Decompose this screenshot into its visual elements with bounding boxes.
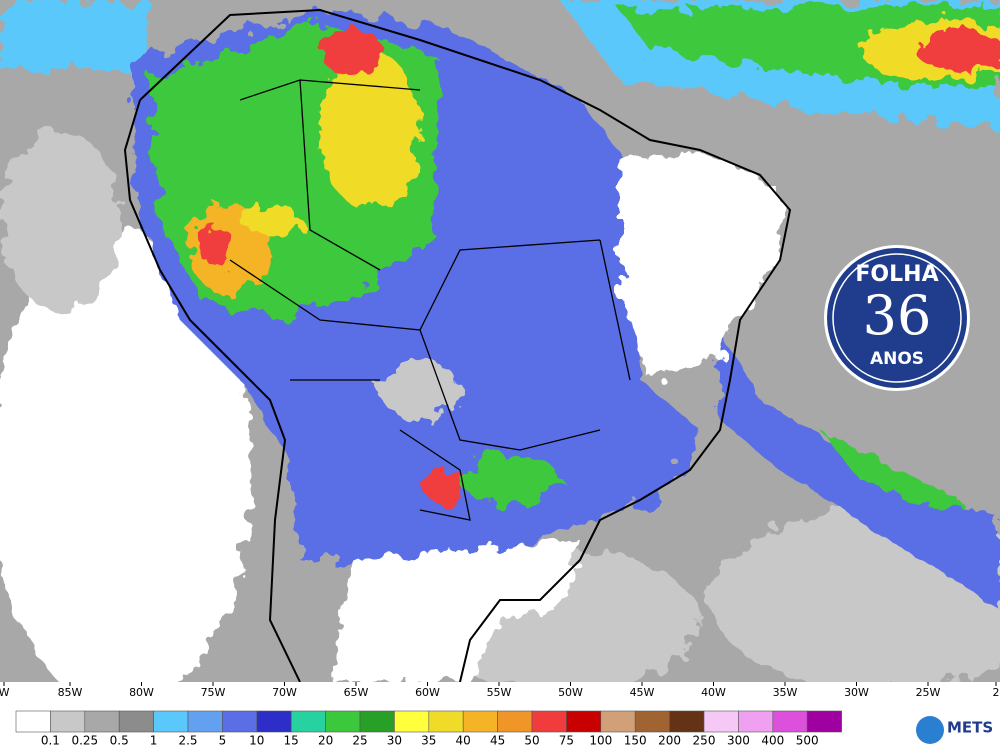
legend-swatch bbox=[634, 710, 670, 733]
legend-label: 10 bbox=[249, 734, 264, 748]
legend-swatch bbox=[600, 710, 636, 733]
legend-label: 15 bbox=[284, 734, 299, 748]
legend-label: 200 bbox=[658, 734, 681, 748]
logo-number: 36 bbox=[863, 284, 932, 347]
legend-swatch bbox=[84, 710, 120, 733]
legend-swatch bbox=[703, 710, 739, 733]
longitude-label: 45W bbox=[630, 686, 655, 699]
legend-label: 100 bbox=[589, 734, 612, 748]
legend-swatch bbox=[531, 710, 567, 733]
legend-swatch bbox=[566, 710, 602, 733]
longitude-label: 70W bbox=[272, 686, 297, 699]
legend-label: 30 bbox=[387, 734, 402, 748]
longitude-label: 40W bbox=[701, 686, 726, 699]
legend-swatch bbox=[222, 710, 258, 733]
legend-label: 150 bbox=[624, 734, 647, 748]
legend-label: 2.5 bbox=[178, 734, 197, 748]
longitude-label: 2 bbox=[993, 686, 1000, 699]
legend-swatch bbox=[669, 710, 705, 733]
legend-swatch bbox=[15, 710, 51, 733]
legend-label: 5 bbox=[219, 734, 227, 748]
longitude-label: 65W bbox=[344, 686, 369, 699]
legend-swatch bbox=[462, 710, 498, 733]
legend-swatch bbox=[325, 710, 361, 733]
logo-top: FOLHA bbox=[855, 262, 938, 287]
map-field bbox=[0, 0, 1000, 682]
legend-swatch bbox=[738, 710, 774, 733]
longitude-axis: W 85W 80W 75W 70W 65W 60W 55W 50W 45W 40W 35W 30W 25W… bbox=[0, 682, 1000, 699]
legend-label: 25 bbox=[352, 734, 367, 748]
legend-label: 50 bbox=[524, 734, 539, 748]
legend-label: 20 bbox=[318, 734, 333, 748]
longitude-label: 50W bbox=[558, 686, 583, 699]
longitude-label: 35W bbox=[773, 686, 798, 699]
legend-label: 35 bbox=[421, 734, 436, 748]
legend-swatch bbox=[806, 710, 842, 733]
legend-label: 300 bbox=[727, 734, 750, 748]
longitude-label: 80W bbox=[129, 686, 154, 699]
legend-swatch bbox=[153, 710, 189, 733]
logo: FOLHA 36 ANOS bbox=[824, 245, 970, 391]
legend-label: 250 bbox=[693, 734, 716, 748]
legend-label: 45 bbox=[490, 734, 505, 748]
longitude-label: 75W bbox=[201, 686, 226, 699]
legend-label: 75 bbox=[559, 734, 574, 748]
legend-swatch bbox=[772, 710, 808, 733]
legend-swatch bbox=[497, 710, 533, 733]
legend-label: 500 bbox=[796, 734, 819, 748]
legend-label: 0.25 bbox=[71, 734, 98, 748]
legend-swatch bbox=[118, 710, 154, 733]
longitude-label: 60W bbox=[415, 686, 440, 699]
legend-label: 0.1 bbox=[41, 734, 60, 748]
legend: 0.1 0.25 0.5 1 2.5 5 10 15 20 25 30 35 40 45 50 75 100 15… bbox=[15, 710, 842, 748]
longitude-label: 55W bbox=[487, 686, 512, 699]
longitude-label: W bbox=[0, 686, 10, 699]
longitude-label: 30W bbox=[844, 686, 869, 699]
brand-text: METS bbox=[947, 719, 993, 737]
legend-swatch bbox=[50, 710, 86, 733]
legend-swatch bbox=[394, 710, 430, 733]
logo-bottom: ANOS bbox=[870, 349, 924, 369]
legend-swatch bbox=[290, 710, 326, 733]
legend-label: 400 bbox=[761, 734, 784, 748]
legend-swatch bbox=[187, 710, 223, 733]
legend-label: 40 bbox=[456, 734, 471, 748]
legend-swatch bbox=[359, 710, 395, 733]
legend-swatch bbox=[256, 710, 292, 733]
longitude-label: 85W bbox=[58, 686, 83, 699]
longitude-label: 25W bbox=[916, 686, 941, 699]
brand: METS bbox=[916, 716, 993, 744]
legend-swatch bbox=[428, 710, 464, 733]
legend-label: 0.5 bbox=[110, 734, 129, 748]
legend-label: 1 bbox=[150, 734, 158, 748]
